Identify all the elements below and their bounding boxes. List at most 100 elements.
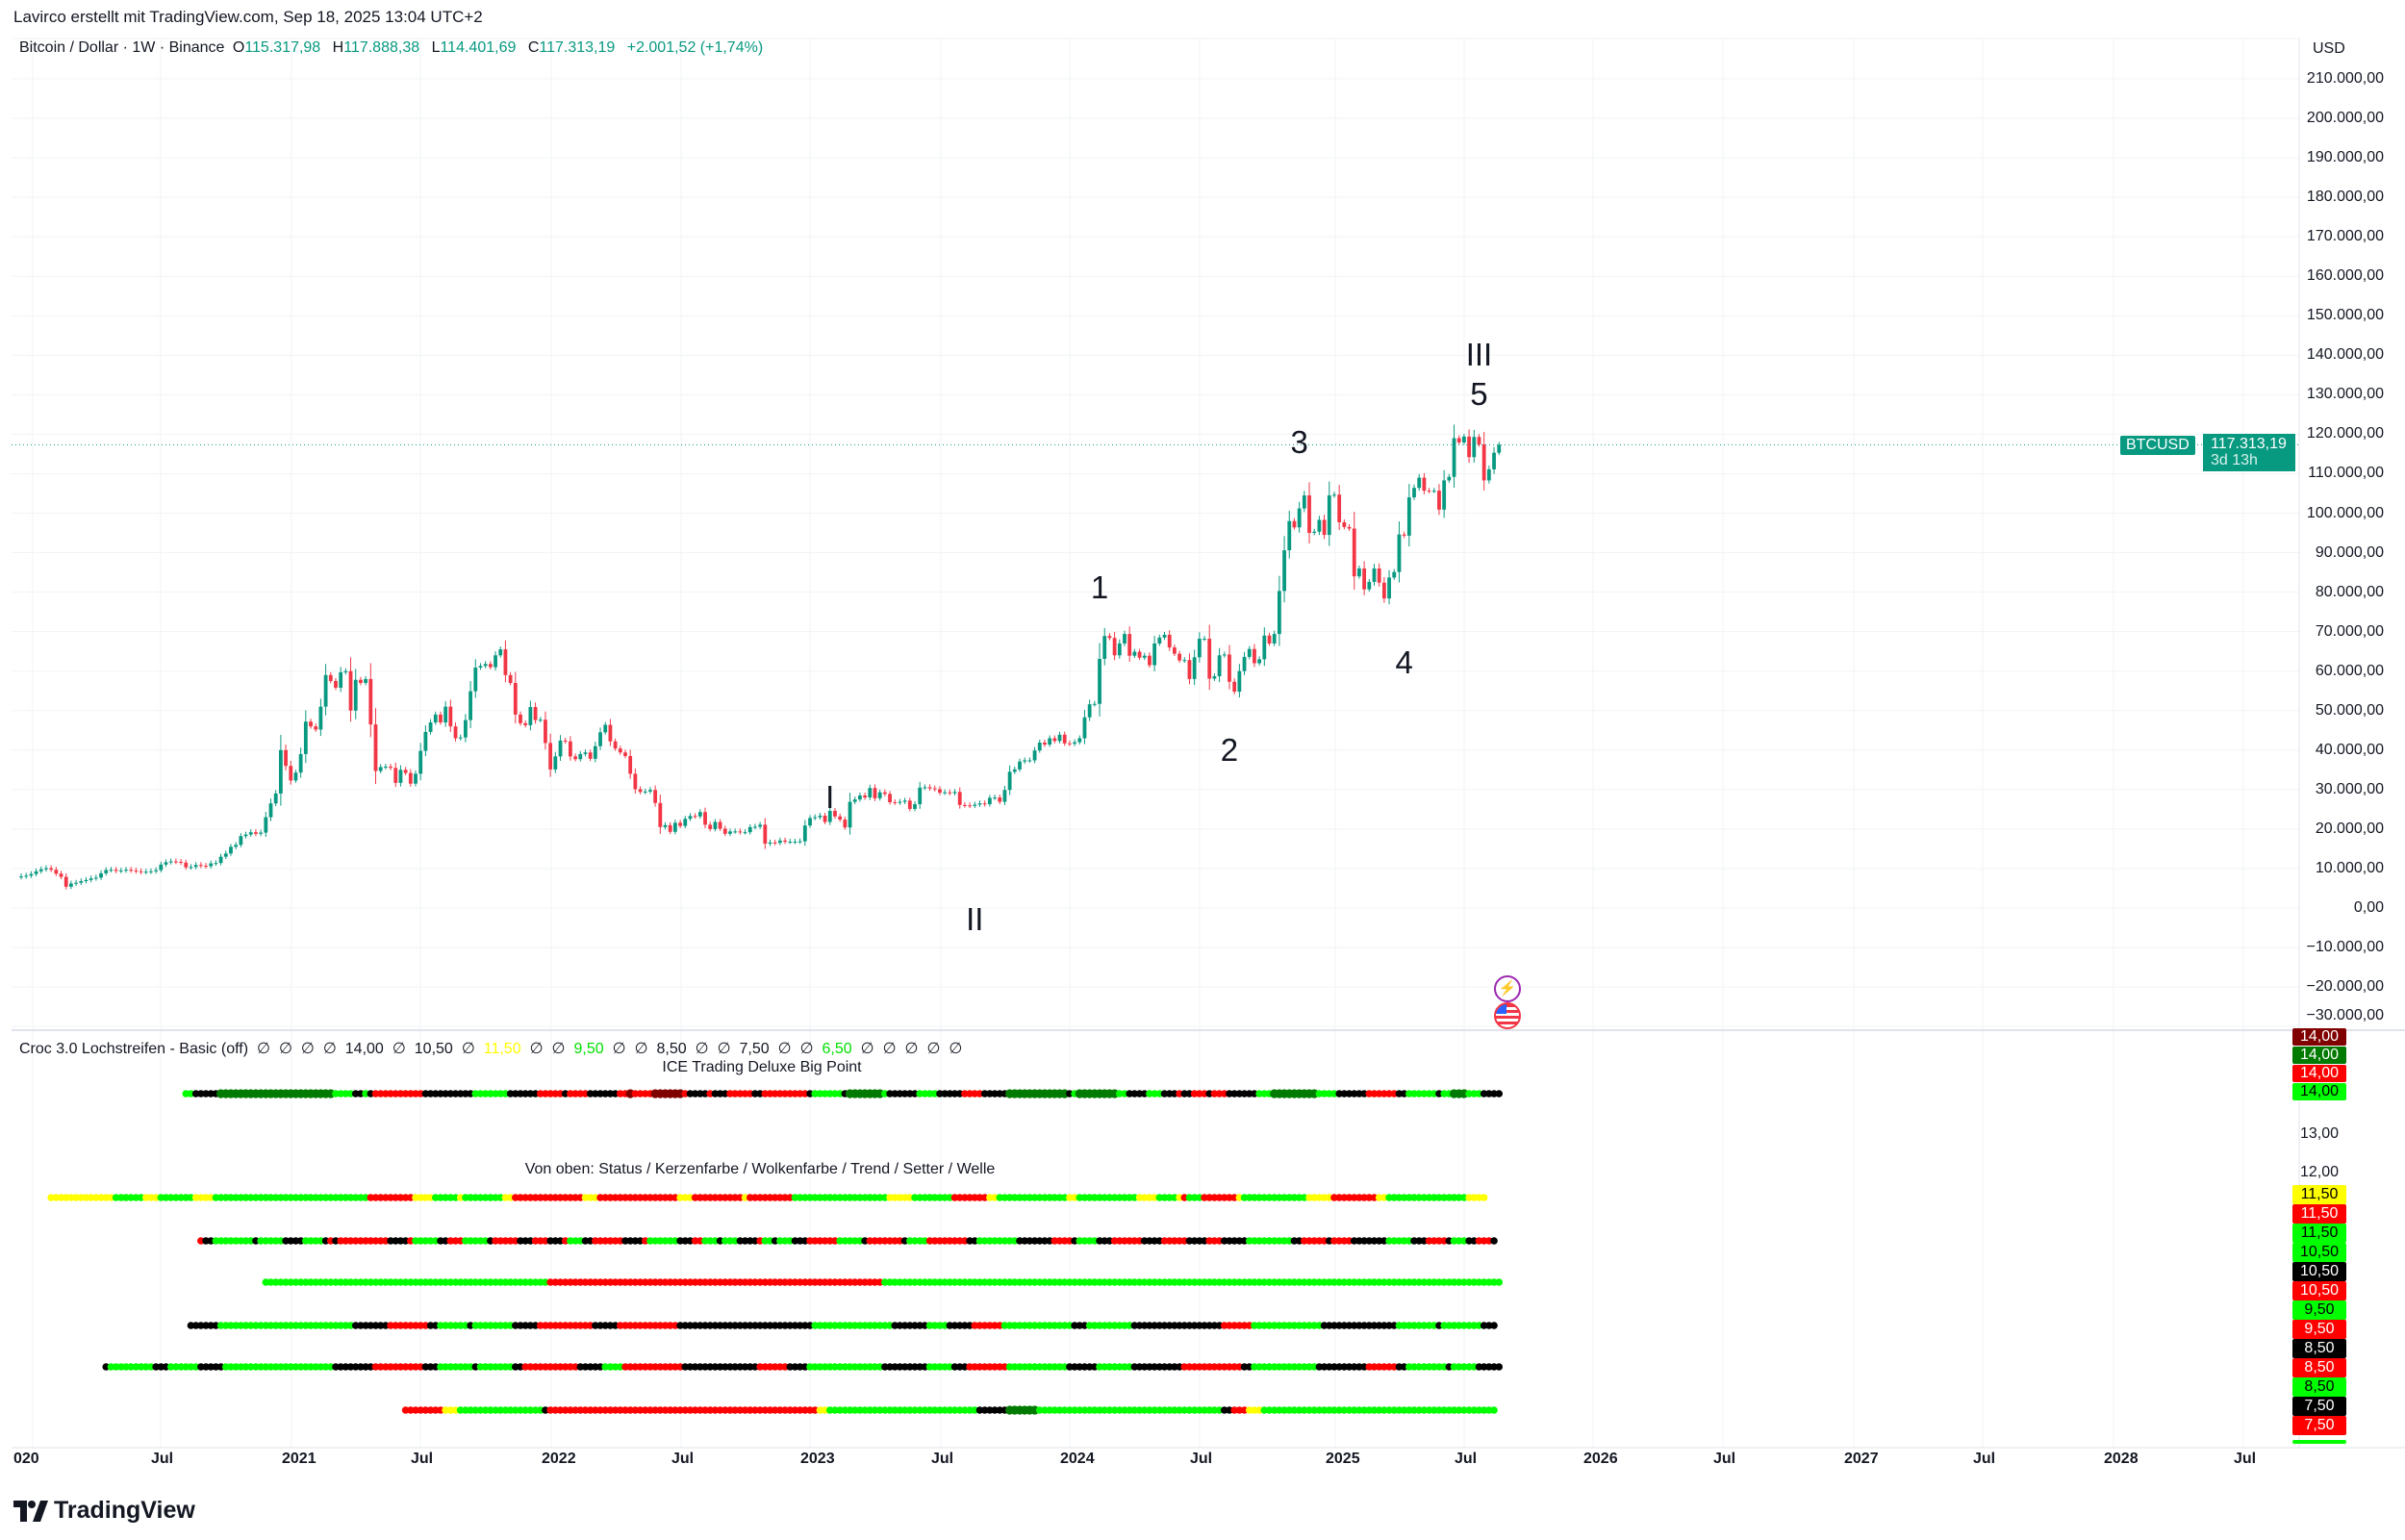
- candle-body: [573, 756, 577, 760]
- candle-body: [214, 863, 218, 865]
- candle-body: [1472, 437, 1477, 458]
- candle-body: [478, 666, 483, 669]
- candle-body: [254, 832, 258, 834]
- candle-body: [1253, 648, 1256, 664]
- indicator-value-tag: 8,50: [2292, 1377, 2346, 1397]
- candle-body: [544, 720, 547, 744]
- candle-body: [998, 797, 1002, 802]
- indicator-value: 11,50: [483, 1041, 521, 1057]
- low-label: L: [431, 39, 441, 56]
- brand-name: TradingView: [54, 1497, 195, 1524]
- candle-body: [1282, 550, 1286, 592]
- candle-body: [613, 741, 618, 749]
- symbol-name[interactable]: Bitcoin / Dollar · 1W · Binance: [19, 39, 225, 56]
- indicator-value: ∅: [882, 1041, 897, 1057]
- candle-body: [498, 649, 503, 656]
- candle-body: [69, 883, 73, 887]
- candle-body: [633, 773, 638, 790]
- candle-body: [583, 752, 588, 754]
- candle-body: [553, 756, 558, 770]
- candle-body: [398, 770, 403, 783]
- candle-body: [1073, 742, 1076, 745]
- candle-body: [1207, 639, 1212, 679]
- candle-body: [932, 788, 937, 790]
- candle-body: [1312, 531, 1317, 534]
- candle-body: [278, 749, 283, 794]
- candle-body: [218, 856, 223, 864]
- candle-body: [79, 881, 84, 883]
- candle-body: [1431, 491, 1436, 492]
- candle-body: [843, 820, 848, 828]
- candle-body: [84, 879, 89, 882]
- candle-body: [229, 846, 233, 854]
- candle-body: [1327, 495, 1331, 536]
- candle-body: [722, 828, 727, 834]
- candle-body: [678, 822, 682, 826]
- candle-body: [1182, 660, 1187, 662]
- candle-body: [189, 867, 193, 869]
- candle-body: [783, 840, 787, 843]
- candle-body: [433, 714, 438, 723]
- candle-body: [1307, 495, 1311, 534]
- symbol-price-tag: BTCUSD: [2120, 436, 2195, 455]
- candle-body: [1142, 655, 1147, 658]
- candle-body: [1352, 528, 1356, 577]
- candle-body: [848, 801, 852, 828]
- indicator-value: 10,50: [414, 1041, 453, 1057]
- price-tick-label: 180.000,00: [2306, 189, 2384, 206]
- candle-body: [918, 787, 923, 805]
- indicator-title[interactable]: Croc 3.0 Lochstreifen - Basic (off): [19, 1041, 249, 1057]
- price-tick-label: −10.000,00: [2306, 939, 2384, 956]
- candle-body: [948, 792, 952, 794]
- indicator-scale-label: 12,00: [2299, 1164, 2340, 1180]
- candle-body: [1456, 438, 1461, 443]
- indicator-value: ∅: [322, 1041, 337, 1057]
- candle-body: [658, 802, 663, 827]
- candle-body: [882, 792, 887, 795]
- candle-body: [763, 824, 768, 845]
- candle-body: [389, 767, 392, 769]
- candle-body: [1123, 634, 1127, 644]
- tradingview-logo[interactable]: TradingView: [13, 1497, 195, 1525]
- currency-label[interactable]: USD: [2313, 40, 2345, 57]
- time-tick-label: Jul: [671, 1451, 695, 1467]
- indicator-value-tag: 14,00: [2292, 1047, 2346, 1064]
- candle-body: [1277, 591, 1281, 635]
- candle-body: [488, 664, 493, 668]
- lightning-icon[interactable]: ⚡: [1494, 975, 1521, 1002]
- candle-body: [827, 811, 832, 822]
- candle-body: [777, 840, 782, 844]
- candle-body: [1452, 438, 1456, 477]
- candle-body: [1262, 635, 1267, 660]
- candle-body: [1082, 717, 1087, 739]
- candle-body: [833, 811, 837, 817]
- candle-body: [898, 801, 902, 803]
- candle-body: [888, 794, 892, 802]
- us-flag-icon[interactable]: [1494, 1002, 1521, 1029]
- candle-body: [1217, 655, 1222, 677]
- indicator-value-tag: 14,00: [2292, 1065, 2346, 1082]
- indicator-value: 8,50: [656, 1041, 687, 1057]
- candle-body: [303, 721, 308, 754]
- candle-body: [1007, 771, 1012, 791]
- candle-body: [339, 671, 343, 688]
- price-tick-label: 170.000,00: [2306, 228, 2384, 245]
- candle-body: [168, 861, 173, 863]
- candle-body: [428, 722, 433, 732]
- price-tick-label: 80.000,00: [2315, 583, 2384, 600]
- wave-label: I: [825, 779, 835, 816]
- candle-body: [1332, 494, 1336, 496]
- candle-body: [747, 826, 752, 833]
- price-tick-label: 210.000,00: [2306, 69, 2384, 87]
- price-tick-label: 120.000,00: [2306, 425, 2384, 442]
- candle-body: [494, 655, 497, 668]
- candle-body: [982, 803, 987, 805]
- candle-body: [863, 795, 868, 798]
- indicator-value-tag: 14,00: [2292, 1083, 2346, 1100]
- candle-body: [1117, 643, 1122, 656]
- candle-body: [963, 804, 967, 806]
- candle-body: [1462, 436, 1466, 443]
- candle-body: [598, 732, 602, 746]
- candle-body: [1077, 738, 1082, 743]
